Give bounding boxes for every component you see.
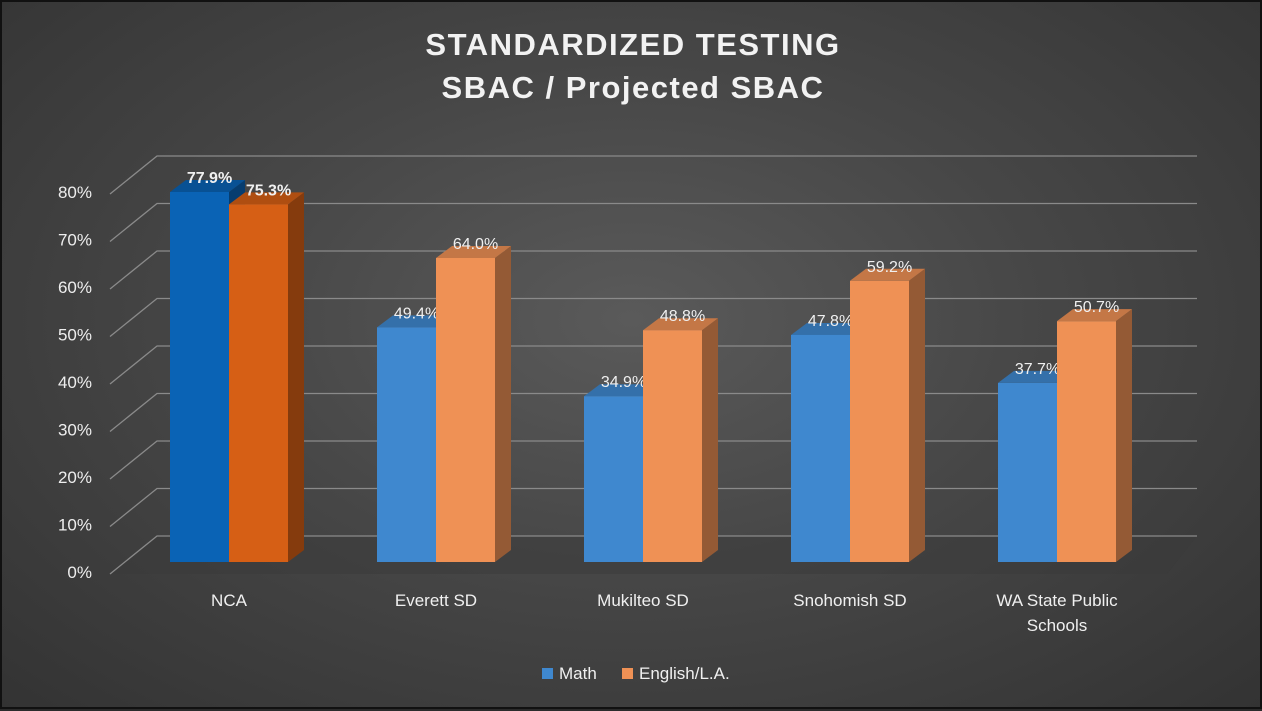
x-category-label: Snohomish SD (793, 591, 906, 610)
bar-top-face (1057, 309, 1132, 322)
legend-swatch (542, 668, 553, 679)
bar-front-face (229, 204, 288, 562)
bar-top-face (436, 246, 511, 258)
gridline (109, 155, 1197, 195)
bar-front-face (998, 382, 1057, 562)
data-label: 47.8% (808, 313, 853, 330)
data-label: 37.7% (1015, 361, 1060, 378)
bar-side-face (288, 192, 304, 562)
data-label: 75.3% (246, 182, 291, 199)
y-tick-label: 80% (58, 183, 92, 202)
data-label: 77.9% (187, 170, 232, 187)
data-label: 50.7% (1074, 299, 1119, 316)
bar-front-face (1057, 321, 1116, 562)
bar-front-face (791, 334, 850, 562)
y-tick-label: 10% (58, 516, 92, 535)
x-category-label: Schools (1027, 616, 1087, 635)
legend-label: Math (559, 664, 597, 683)
bar-top-face (170, 179, 245, 192)
bar-front-face (436, 258, 495, 562)
bar-english-l-a--2 (643, 318, 718, 562)
bar-top-face (998, 370, 1073, 383)
chart-title-line1: STANDARDIZED TESTING (425, 27, 841, 62)
y-tick-label: 0% (67, 563, 92, 582)
bar-top-face (850, 268, 925, 281)
data-label: 49.4% (394, 305, 439, 322)
y-tick-label: 30% (58, 421, 92, 440)
bar-english-l-a--3 (850, 268, 925, 562)
bar-front-face (850, 280, 909, 562)
bar-side-face (495, 246, 511, 562)
bar-front-face (584, 396, 643, 562)
bar-top-face (643, 318, 718, 331)
bar-side-face (1116, 309, 1132, 562)
data-label: 59.2% (867, 259, 912, 276)
bar-english-l-a--4 (1057, 309, 1132, 562)
bar-top-face (377, 315, 452, 328)
x-category-label: Mukilteo SD (597, 591, 689, 610)
bar-english-l-a--1 (436, 246, 511, 562)
bar-side-face (702, 318, 718, 562)
bar-front-face (643, 330, 702, 562)
y-tick-label: 70% (58, 231, 92, 250)
gridline (109, 202, 1197, 243)
bar-front-face (170, 191, 229, 562)
x-category-label: Everett SD (395, 591, 477, 610)
data-label: 48.8% (660, 308, 705, 325)
bar-top-face (791, 322, 866, 335)
y-tick-label: 60% (58, 278, 92, 297)
x-category-label: NCA (211, 591, 248, 610)
y-tick-label: 40% (58, 373, 92, 392)
y-tick-label: 20% (58, 468, 92, 487)
bar-english-l-a--0 (229, 192, 304, 562)
bar-top-face (229, 192, 304, 205)
bar-top-face (584, 384, 659, 397)
x-category-label: WA State Public (996, 591, 1118, 610)
legend-label: English/L.A. (639, 664, 730, 683)
legend-swatch (622, 668, 633, 679)
data-label: 34.9% (601, 374, 646, 391)
y-tick-label: 50% (58, 326, 92, 345)
data-label: 64.0% (453, 236, 498, 253)
chart-title-line2: SBAC / Projected SBAC (441, 70, 825, 105)
bar-side-face (909, 268, 925, 562)
gridline (109, 250, 1197, 290)
bar-front-face (377, 327, 436, 562)
